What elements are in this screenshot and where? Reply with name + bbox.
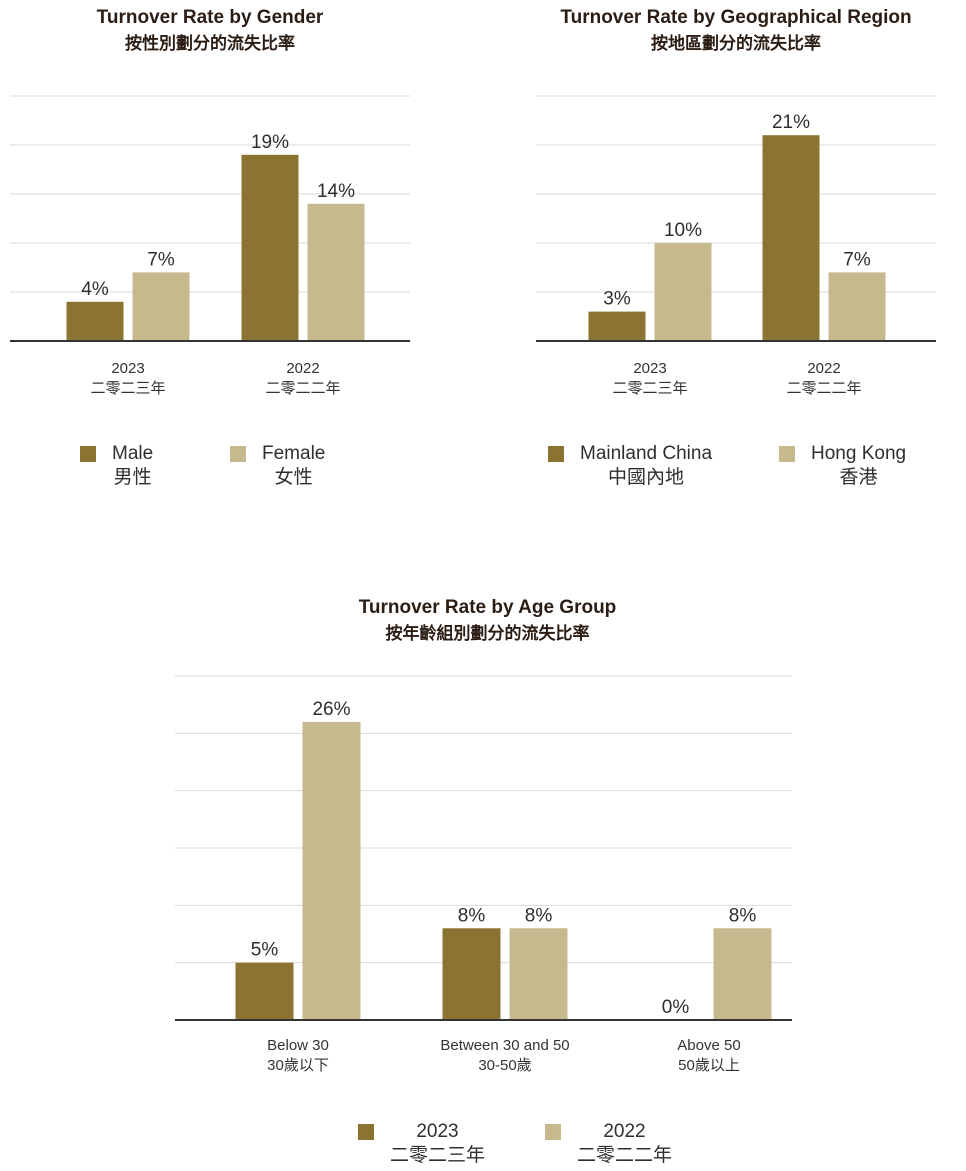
x-tick-label: 2023 二零二三年 xyxy=(90,360,166,397)
x-tick-label: 2023 二零二三年 xyxy=(612,360,688,397)
chart-subtitle-zh: 按性別劃分的流失比率 xyxy=(125,34,295,53)
region-turnover-chart: Turnover Rate by Geographical Region 按地區… xyxy=(526,0,946,520)
data-label: 26% xyxy=(312,699,350,720)
x-tick-label: 2022 二零二二年 xyxy=(265,360,341,397)
legend-swatch xyxy=(779,446,795,462)
bar-series2 xyxy=(302,721,361,1020)
data-label: 8% xyxy=(729,905,757,926)
x-tick-label: Above 50 50歲以上 xyxy=(677,1037,741,1074)
legend-swatch xyxy=(230,446,246,462)
data-label: 7% xyxy=(147,249,175,270)
x-tick-label: Below 30 30歲以下 xyxy=(267,1037,329,1074)
data-label: 14% xyxy=(317,181,355,202)
data-label: 4% xyxy=(81,279,109,300)
legend-swatch xyxy=(548,446,564,462)
data-label: 5% xyxy=(251,940,279,961)
age-plot-area: 5% 8% 0% 26% 8% 8% xyxy=(175,675,792,1021)
gender-plot-area: 4% 19% 7% 14% xyxy=(10,95,410,342)
legend-swatch xyxy=(80,446,96,462)
legend-item: Male 男性 xyxy=(80,442,153,490)
bar-series1 xyxy=(241,154,299,341)
legend-item: Hong Kong 香港 xyxy=(779,442,906,490)
data-label: 3% xyxy=(603,289,631,310)
bar-series2 xyxy=(307,203,365,341)
legend-label: 2023 二零二三年 xyxy=(390,1121,486,1166)
legend-label: Hong Kong 香港 xyxy=(811,443,907,488)
legend-item: 2023 二零二三年 xyxy=(358,1120,485,1168)
chart-title: Turnover Rate by Age Group 按年齡組別劃分的流失比率 xyxy=(175,596,800,646)
data-label: 8% xyxy=(525,905,553,926)
data-label: 10% xyxy=(664,220,702,241)
gender-turnover-chart: Turnover Rate by Gender 按性別劃分的流失比率 4% 19%… xyxy=(0,0,420,520)
bar-series2 xyxy=(713,928,772,1020)
x-tick-label: 2022 二零二二年 xyxy=(786,360,862,397)
region-plot-area: 3% 21% 10% 7% xyxy=(536,95,936,342)
age-turnover-chart: Turnover Rate by Age Group 按年齡組別劃分的流失比率 … xyxy=(175,590,800,1170)
bar-series1 xyxy=(588,311,646,341)
legend-item: Female 女性 xyxy=(230,442,325,490)
chart-title: Turnover Rate by Geographical Region 按地區… xyxy=(526,6,946,56)
chart-title-en: Turnover Rate by Geographical Region xyxy=(560,7,912,28)
legend-swatch xyxy=(358,1124,374,1140)
data-label: 21% xyxy=(772,112,810,133)
legend-label: Female 女性 xyxy=(262,443,326,488)
bar-series2 xyxy=(828,272,886,341)
chart-title-en: Turnover Rate by Age Group xyxy=(358,597,617,618)
bar-series1 xyxy=(442,928,501,1020)
chart-subtitle-zh: 按地區劃分的流失比率 xyxy=(651,34,821,53)
data-label: 0% xyxy=(662,997,690,1018)
legend-label: Mainland China 中國內地 xyxy=(580,443,713,488)
data-label: 7% xyxy=(843,249,871,270)
data-label: 8% xyxy=(458,905,486,926)
bar-series1 xyxy=(235,962,294,1020)
chart-title-en: Turnover Rate by Gender xyxy=(96,7,324,28)
chart-title: Turnover Rate by Gender 按性別劃分的流失比率 xyxy=(0,6,420,56)
bar-series2 xyxy=(654,243,712,341)
data-label: 19% xyxy=(251,132,289,153)
chart-subtitle-zh: 按年齡組別劃分的流失比率 xyxy=(385,624,590,643)
bar-series2 xyxy=(509,928,568,1020)
legend-item: 2022 二零二二年 xyxy=(545,1120,672,1168)
legend-label: Male 男性 xyxy=(112,443,154,488)
legend-swatch xyxy=(545,1124,561,1140)
x-tick-label: Between 30 and 50 30-50歲 xyxy=(440,1037,570,1074)
bar-series1 xyxy=(762,135,820,341)
legend-item: Mainland China 中國內地 xyxy=(548,442,712,490)
bar-series1 xyxy=(66,301,124,341)
legend-label: 2022 二零二二年 xyxy=(577,1121,673,1166)
bar-series2 xyxy=(132,272,190,341)
